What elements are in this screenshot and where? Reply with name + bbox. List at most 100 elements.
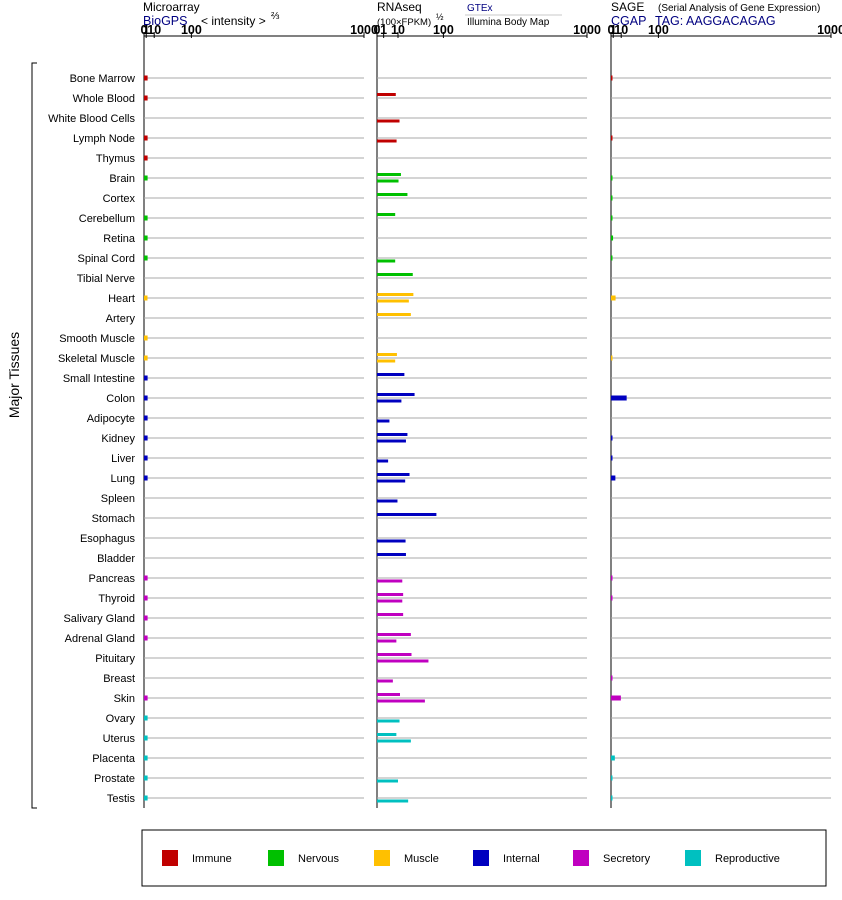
microarray-tick-label: 10 bbox=[147, 23, 161, 37]
microarray-bar bbox=[144, 575, 148, 581]
rnaseq-ibm-bar bbox=[377, 299, 409, 303]
rnaseq-gtex-bar bbox=[377, 513, 437, 516]
tissue-label: Small Intestine bbox=[63, 373, 135, 385]
microarray-bar bbox=[144, 395, 148, 401]
rnaseq-ibm-bar bbox=[377, 739, 411, 743]
rnaseq-gtex-bar bbox=[377, 353, 397, 356]
microarray-axis-note-exponent: ⅔ bbox=[271, 11, 280, 22]
tissue-label: Smooth Muscle bbox=[59, 333, 135, 345]
tissue-label: Adrenal Gland bbox=[65, 633, 135, 645]
sage-tick-label: 100 bbox=[648, 23, 669, 37]
tissue-label: Spinal Cord bbox=[78, 253, 135, 265]
sage-bar bbox=[611, 135, 613, 141]
tissue-label: Ovary bbox=[106, 713, 136, 725]
microarray-bar bbox=[144, 215, 148, 221]
sage-bar bbox=[611, 475, 616, 481]
rnaseq-gtex-bar bbox=[377, 593, 404, 596]
rnaseq-tick-label: 1000 bbox=[573, 23, 601, 37]
tissue-label: Pancreas bbox=[89, 573, 136, 585]
microarray-bar bbox=[144, 775, 148, 781]
microarray-bar bbox=[144, 335, 148, 341]
legend-swatch-immune bbox=[162, 850, 178, 866]
rnaseq-ibm-bar bbox=[377, 139, 397, 143]
rnaseq-ibm-bar bbox=[377, 439, 406, 443]
legend-label-nervous: Nervous bbox=[298, 853, 339, 865]
rnaseq-gtex-bar bbox=[377, 433, 408, 436]
rnaseq-gtex-bar bbox=[377, 693, 401, 696]
sage-bar bbox=[611, 675, 613, 681]
microarray-subtitle: BioGPS bbox=[143, 14, 187, 28]
tissue-label: Breast bbox=[103, 673, 135, 685]
rnaseq-gtex-bar bbox=[377, 733, 397, 736]
tissue-label: Whole Blood bbox=[73, 93, 135, 105]
tissue-label: Thymus bbox=[96, 153, 136, 165]
tissue-label: Skin bbox=[114, 693, 135, 705]
rnaseq-gtex-bar bbox=[377, 373, 405, 376]
tissue-label: Brain bbox=[109, 173, 135, 185]
microarray-bar bbox=[144, 595, 148, 601]
rnaseq-tick-label: 10 bbox=[391, 23, 405, 37]
rnaseq-source-gtex: GTEx bbox=[467, 3, 493, 14]
rnaseq-ibm-bar bbox=[377, 499, 398, 503]
tissue-label: Stomach bbox=[92, 513, 135, 525]
rnaseq-ibm-bar bbox=[377, 259, 396, 263]
rnaseq-ibm-bar bbox=[377, 599, 403, 603]
tissue-label: Artery bbox=[106, 313, 136, 325]
sage-bar bbox=[611, 75, 613, 81]
rnaseq-ibm-bar bbox=[377, 659, 429, 663]
tissue-label: Salivary Gland bbox=[63, 613, 135, 625]
sage-tick-label: 0 bbox=[608, 23, 615, 37]
sage-subtitle-note: (Serial Analysis of Gene Expression) bbox=[658, 3, 820, 14]
microarray-tick-label: 1000 bbox=[350, 23, 378, 37]
tissue-label: Lung bbox=[111, 473, 135, 485]
rnaseq-source-ibm: Illumina Body Map bbox=[467, 17, 550, 28]
rnaseq-gtex-bar bbox=[377, 313, 411, 316]
rnaseq-gtex-bar bbox=[377, 173, 401, 176]
tissue-label: Placenta bbox=[92, 753, 136, 765]
tissue-label: Pituitary bbox=[95, 653, 135, 665]
rnaseq-ibm-bar bbox=[377, 399, 402, 403]
microarray-bar bbox=[144, 695, 148, 701]
microarray-bar bbox=[144, 755, 148, 761]
microarray-bar bbox=[144, 135, 148, 141]
sage-bar bbox=[611, 355, 613, 361]
rnaseq-gtex-bar bbox=[377, 613, 404, 616]
rnaseq-tick-label: 0 bbox=[374, 23, 381, 37]
tissue-label: Bladder bbox=[97, 553, 135, 565]
rnaseq-ibm-bar bbox=[377, 639, 397, 643]
legend-label-reproductive: Reproductive bbox=[715, 853, 780, 865]
sage-subtitle: CGAP bbox=[611, 14, 646, 28]
microarray-bar bbox=[144, 475, 148, 481]
tissue-label: Colon bbox=[106, 393, 135, 405]
microarray-bar bbox=[144, 375, 148, 381]
rnaseq-ibm-bar bbox=[377, 679, 393, 683]
sage-bar bbox=[611, 795, 613, 801]
major-tissues-bracket bbox=[31, 62, 37, 809]
sage-bar bbox=[611, 195, 613, 201]
sage-bar bbox=[611, 295, 616, 301]
sage-bar bbox=[611, 775, 613, 781]
sage-tick-label: 1 bbox=[610, 23, 617, 37]
y-axis-label: Major Tissues bbox=[6, 332, 22, 418]
rnaseq-ibm-bar bbox=[377, 119, 400, 123]
rnaseq-ibm-bar bbox=[377, 359, 396, 363]
rnaseq-gtex-bar bbox=[377, 633, 411, 636]
rnaseq-gtex-bar bbox=[377, 93, 396, 96]
legend-swatch-nervous bbox=[268, 850, 284, 866]
microarray-bar bbox=[144, 435, 148, 441]
sage-tick-label: 10 bbox=[614, 23, 628, 37]
tissue-label: Liver bbox=[111, 453, 135, 465]
legend-swatch-internal bbox=[473, 850, 489, 866]
microarray-bar bbox=[144, 735, 148, 741]
tissue-label: Cerebellum bbox=[79, 213, 135, 225]
rnaseq-ibm-bar bbox=[377, 699, 425, 703]
tissue-label: Spleen bbox=[101, 493, 135, 505]
rnaseq-ibm-bar bbox=[377, 419, 390, 423]
rnaseq-gtex-bar bbox=[377, 193, 408, 196]
microarray-tick-label: 0 bbox=[141, 23, 148, 37]
rnaseq-ibm-bar bbox=[377, 579, 403, 583]
rnaseq-ibm-bar bbox=[377, 459, 389, 463]
legend-label-secretory: Secretory bbox=[603, 853, 651, 865]
tissue-label: White Blood Cells bbox=[48, 113, 135, 125]
tissue-label: Lymph Node bbox=[73, 133, 135, 145]
